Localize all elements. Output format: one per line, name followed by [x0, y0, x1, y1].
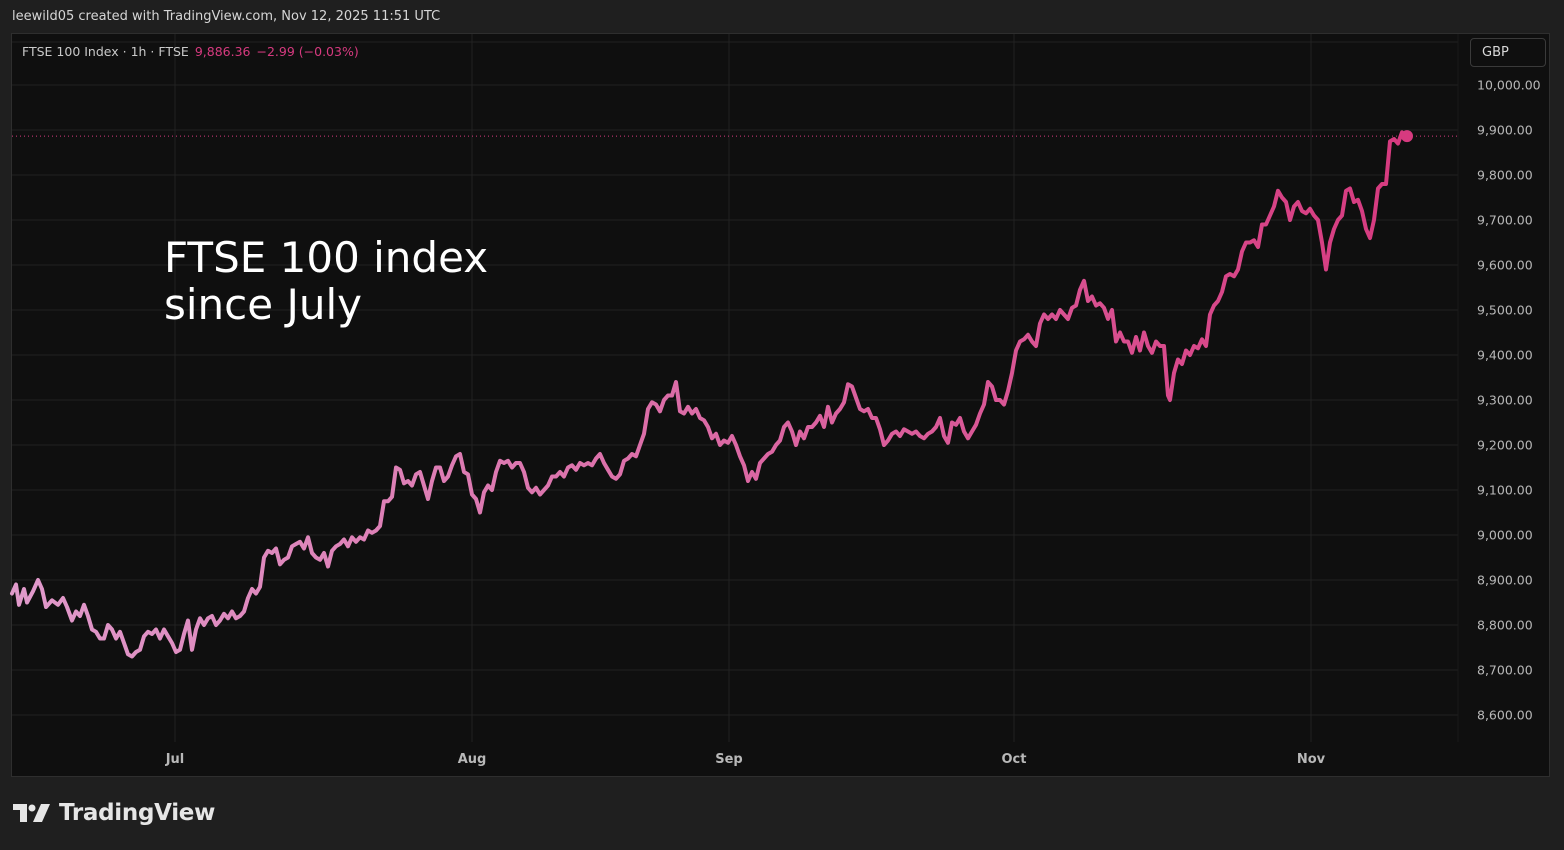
- price-axis-label: 9,200.00: [1477, 437, 1533, 453]
- last-price-dot: [1401, 130, 1413, 143]
- tradingview-logo-icon: [13, 804, 50, 822]
- price-axis-label: 8,600.00: [1477, 707, 1533, 723]
- price-line: [10, 130, 1409, 659]
- time-axis-label: Sep: [715, 752, 743, 767]
- price-axis-label: 9,100.00: [1477, 482, 1533, 498]
- time-axis-label: Nov: [1296, 752, 1326, 767]
- currency-button[interactable]: GBP: [1470, 38, 1546, 67]
- chart-attribution: leewild05 created with TradingView.com, …: [12, 9, 441, 24]
- price-axis-label: 9,400.00: [1477, 347, 1533, 363]
- chart-pane[interactable]: [11, 33, 1550, 777]
- price-change: −2.99 (−0.03%): [256, 44, 359, 59]
- price-axis-label: 8,700.00: [1477, 662, 1533, 678]
- price-axis-label: 9,500.00: [1477, 302, 1533, 318]
- price-axis-label: 8,800.00: [1477, 617, 1533, 633]
- symbol-legend: FTSE 100 Index · 1h · FTSE 9,886.36 −2.99 …: [22, 44, 359, 59]
- chart-annotation-text: FTSE 100 index since July: [164, 233, 489, 329]
- price-axis-label: 9,000.00: [1477, 527, 1533, 543]
- price-axis-label: 10,000.00: [1477, 77, 1541, 93]
- price-axis-label: 9,300.00: [1477, 392, 1533, 408]
- time-axis-label: Oct: [1001, 752, 1027, 767]
- price-axis-label: 9,800.00: [1477, 167, 1533, 183]
- price-axis-label: 9,900.00: [1477, 122, 1533, 138]
- price-axis-label: 8,900.00: [1477, 572, 1533, 588]
- brand-name: TradingView: [59, 800, 216, 826]
- symbol-label: FTSE 100 Index · 1h · FTSE: [22, 44, 189, 59]
- tradingview-brand[interactable]: TradingView: [13, 800, 215, 826]
- time-axis-label: Aug: [457, 752, 487, 767]
- time-axis-label: Jul: [165, 752, 185, 767]
- grid-lines: [12, 34, 1459, 742]
- price-axis-label: 9,700.00: [1477, 212, 1533, 228]
- last-price: 9,886.36: [194, 44, 251, 59]
- price-axis-label: 9,600.00: [1477, 257, 1533, 273]
